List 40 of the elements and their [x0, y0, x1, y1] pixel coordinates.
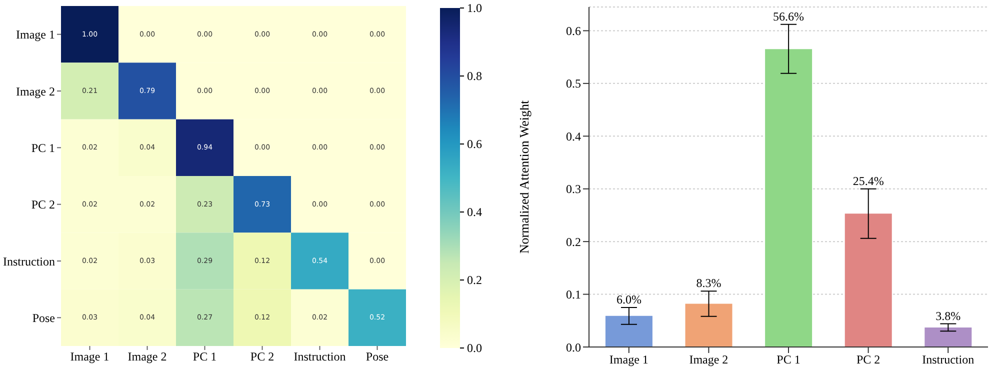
x-tick-label: Pose: [366, 350, 389, 364]
x-tick-label: Image 2: [689, 352, 728, 367]
color-bar-label: 0.8: [467, 69, 482, 83]
x-tick-label: Instruction: [294, 350, 346, 364]
y-tick-label: 0.3: [566, 182, 581, 196]
x-tick-label: Image 1: [609, 352, 648, 367]
y-tick-label: 0.0: [566, 340, 581, 354]
y-tick-label: Pose: [32, 310, 55, 325]
y-tick-label: 0.1: [566, 288, 581, 302]
bar: [684, 302, 734, 347]
y-tick-label: PC 1: [31, 140, 55, 155]
y-tick-label: 0.5: [566, 76, 581, 91]
x-tick-label: PC 2: [250, 350, 274, 364]
x-tick-label: Image 1: [70, 350, 110, 364]
color-bar-label: 1.0: [467, 1, 482, 15]
y-tick-label: 0.4: [566, 129, 581, 144]
color-bar-label: 0.0: [467, 341, 482, 355]
x-tick-label: Instruction: [922, 352, 974, 367]
y-tick-label: Image 1: [16, 28, 55, 42]
y-tick-label: 0.6: [566, 24, 581, 38]
x-tick-label: PC 1: [192, 350, 217, 364]
data-label: 25.4%: [852, 174, 884, 188]
bar: [604, 314, 654, 347]
color-bar-label: 0.6: [467, 137, 482, 151]
bar: [924, 326, 973, 347]
data-label: 6.0%: [616, 292, 642, 306]
data-label: 8.3%: [696, 276, 722, 290]
x-tick-label: PC 1: [776, 352, 800, 367]
y-tick-label: Image 2: [16, 84, 55, 98]
bar: [844, 212, 893, 347]
data-label: 3.8%: [936, 308, 961, 323]
color-bar-label: 0.4: [467, 205, 482, 219]
color-bar-label: 0.2: [467, 273, 482, 287]
x-tick-label: PC 2: [856, 352, 880, 367]
bar: [764, 48, 814, 347]
x-tick-label: Image 2: [128, 350, 167, 364]
y-tick-label: PC 2: [31, 198, 55, 212]
data-label: 56.6%: [773, 9, 804, 24]
y-tick-label: 0.2: [566, 234, 581, 249]
y-tick-label: Instruction: [3, 254, 55, 268]
